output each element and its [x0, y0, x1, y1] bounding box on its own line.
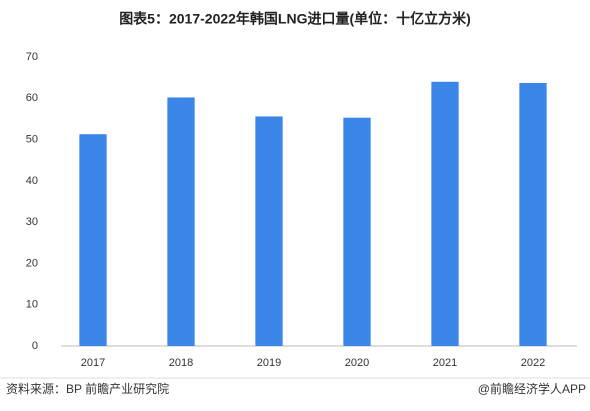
x-tick-label: 2019 — [257, 357, 281, 369]
credit: @前瞻经济学人APP — [478, 381, 586, 396]
bar — [79, 134, 107, 346]
bar — [343, 117, 371, 346]
x-tick-label: 2017 — [81, 357, 105, 369]
x-tick-label: 2021 — [433, 357, 457, 369]
x-tick-label: 2018 — [169, 357, 193, 369]
x-tick-label: 2022 — [521, 357, 545, 369]
source: 资料来源：BP 前瞻产业研究院 — [6, 381, 169, 396]
bar — [255, 116, 283, 346]
y-tick-label: 20 — [26, 257, 38, 269]
x-tick-label: 2020 — [345, 357, 369, 369]
y-tick-label: 70 — [26, 51, 38, 63]
bar — [431, 81, 459, 347]
y-tick-label: 60 — [26, 92, 38, 104]
y-tick-label: 50 — [26, 133, 38, 145]
y-tick-label: 0 — [32, 340, 38, 352]
chart-title: 图表5：2017-2022年韩国LNG进口量(单位：十亿立方米) — [119, 11, 471, 27]
y-tick-label: 40 — [26, 175, 38, 187]
bar — [167, 97, 195, 347]
y-tick-label: 10 — [26, 299, 38, 311]
bar — [519, 83, 547, 346]
y-tick-label: 30 — [26, 216, 38, 228]
